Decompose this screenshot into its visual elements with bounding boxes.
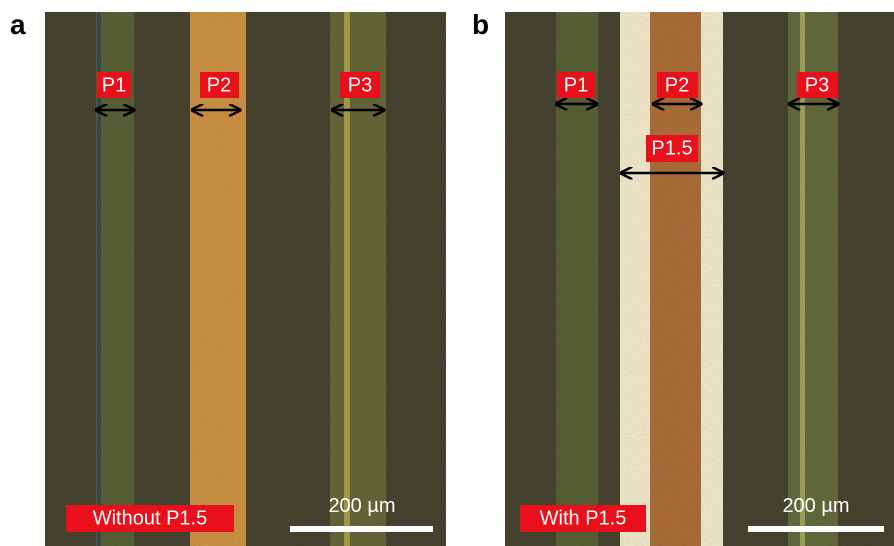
annotation: P2 [207, 74, 231, 96]
caption: With P1.5 [540, 507, 627, 529]
annotation: P1 [564, 74, 588, 96]
panel-label: b [472, 9, 489, 40]
scale-bar [290, 526, 433, 532]
panel-a: a P1 P2 P3 Without P1.5 200 µm [10, 9, 446, 546]
scale-label: 200 µm [328, 495, 395, 517]
annotation: P1 [102, 74, 126, 96]
scale-label: 200 µm [782, 495, 849, 517]
panel-label: a [10, 9, 26, 40]
annotation: P2 [665, 74, 689, 96]
scale-bar [748, 526, 884, 532]
caption: Without P1.5 [93, 507, 208, 529]
annotation: P3 [805, 74, 829, 96]
annotation: P3 [348, 74, 372, 96]
figure: a P1 P2 P3 Without P1.5 200 µm b P1 P2 P… [0, 0, 894, 546]
panel-b: b P1 P2 P3 P1.5 With P1.5 200 µm [472, 9, 894, 546]
annotation: P1.5 [651, 137, 692, 159]
